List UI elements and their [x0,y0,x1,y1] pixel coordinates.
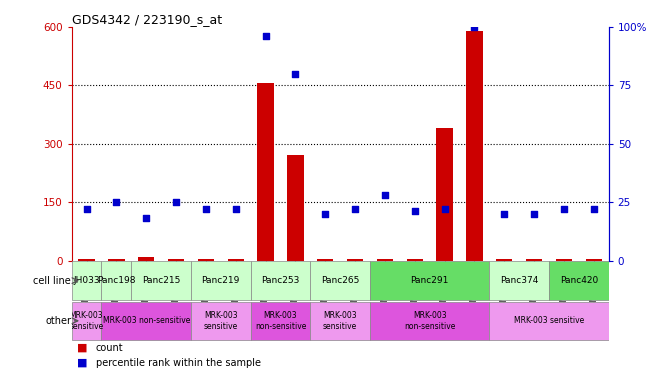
Bar [526,258,542,261]
Text: MRK-003
sensitive: MRK-003 sensitive [70,311,104,331]
Text: other: other [45,316,71,326]
Bar [168,258,184,261]
Text: MRK-003 non-sensitive: MRK-003 non-sensitive [102,316,190,325]
Text: MRK-003
sensitive: MRK-003 sensitive [204,311,238,331]
Bar [287,156,303,261]
Bar [496,258,512,261]
Point [320,211,331,217]
Bar [102,301,191,340]
Bar [191,262,251,300]
Point [559,206,569,212]
Point [201,206,211,212]
Bar [72,262,102,300]
Text: percentile rank within the sample: percentile rank within the sample [96,358,261,368]
Point [589,206,599,212]
Bar [466,31,482,261]
Text: count: count [96,343,124,353]
Point [469,24,480,30]
Bar [406,258,423,261]
Bar [108,258,124,261]
Bar [370,262,490,300]
Text: cell line: cell line [33,276,71,286]
Bar [370,301,490,340]
Bar [377,258,393,261]
Point [290,71,301,77]
Bar [251,301,311,340]
Text: Panc420: Panc420 [560,276,598,285]
Bar [556,258,572,261]
Point [260,33,271,39]
Text: MRK-003 sensitive: MRK-003 sensitive [514,316,584,325]
Bar [138,257,154,261]
Bar [436,128,453,261]
Text: Panc215: Panc215 [142,276,180,285]
Text: MRK-003
sensitive: MRK-003 sensitive [323,311,357,331]
Point [409,209,420,215]
Text: Panc374: Panc374 [500,276,538,285]
Point [499,211,510,217]
Text: Panc219: Panc219 [202,276,240,285]
Bar [102,262,132,300]
Bar [311,301,370,340]
Text: MRK-003
non-sensitive: MRK-003 non-sensitive [404,311,455,331]
Point [350,206,360,212]
Text: ■: ■ [77,358,87,368]
Bar [311,262,370,300]
Point [81,206,92,212]
Bar [585,258,602,261]
Text: ■: ■ [77,343,87,353]
Bar [490,301,609,340]
Text: Panc198: Panc198 [97,276,135,285]
Bar [490,262,549,300]
Point [439,206,450,212]
Point [111,199,122,205]
Text: GDS4342 / 223190_s_at: GDS4342 / 223190_s_at [72,13,222,26]
Bar [251,262,311,300]
Bar [549,262,609,300]
Bar [347,258,363,261]
Bar [132,262,191,300]
Bar [317,258,333,261]
Text: JH033: JH033 [73,276,100,285]
Text: Panc253: Panc253 [261,276,299,285]
Point [141,215,152,222]
Point [171,199,181,205]
Bar [72,301,102,340]
Point [529,211,539,217]
Point [380,192,390,198]
Bar [191,301,251,340]
Bar [78,258,95,261]
Text: MRK-003
non-sensitive: MRK-003 non-sensitive [255,311,306,331]
Bar [227,258,244,261]
Text: Panc291: Panc291 [411,276,449,285]
Bar [198,258,214,261]
Text: Panc265: Panc265 [321,276,359,285]
Point [230,206,241,212]
Bar [257,83,274,261]
